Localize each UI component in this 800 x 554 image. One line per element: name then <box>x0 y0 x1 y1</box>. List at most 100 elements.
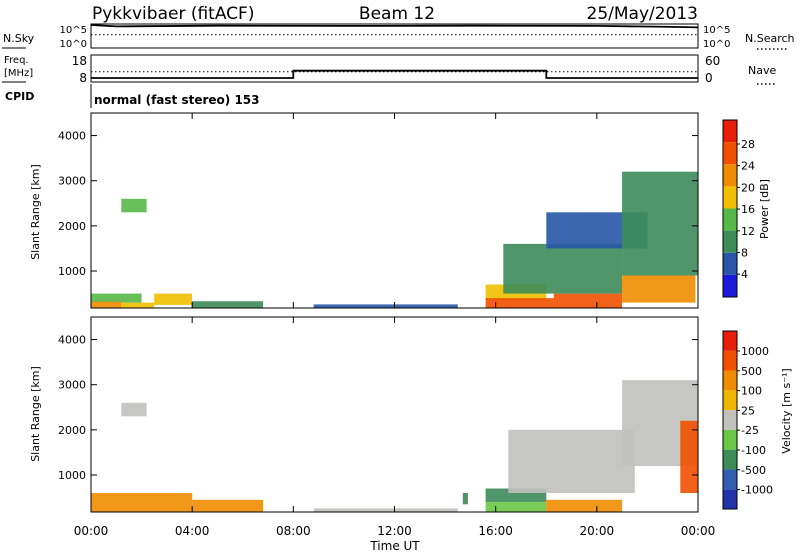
series-line-nsky <box>90 24 699 29</box>
y-tick-label: 4000 <box>58 130 86 143</box>
colorbar-segment <box>723 274 737 297</box>
heat-cell <box>553 293 623 308</box>
colorbar-segment <box>723 429 737 450</box>
colorbar-tick-label: 1000 <box>741 345 769 358</box>
beam-title: Beam 12 <box>359 4 435 24</box>
time-tick-label: 00:00 <box>74 524 109 538</box>
y-tick-label: 2000 <box>58 424 86 437</box>
nsky-panel-frame <box>90 23 699 49</box>
time-axis-label: Time UT <box>369 539 420 553</box>
colorbar-tick-label: 28 <box>741 138 755 151</box>
colorbar-segment <box>723 489 737 509</box>
colorbar-segment <box>723 230 737 253</box>
colorbar-tick-label: -500 <box>741 464 766 477</box>
heat-cell <box>192 499 263 512</box>
colorbar-tick-label: 500 <box>741 365 762 378</box>
time-tick-label: 00:00 <box>681 524 716 538</box>
colorbar-segment <box>723 350 737 371</box>
heat-cell <box>91 301 122 308</box>
cpid-label: CPID <box>5 90 34 103</box>
velocity-heatmap <box>91 380 698 512</box>
colorbar-tick-label: 100 <box>741 385 762 398</box>
colorbar-frame <box>722 119 738 298</box>
time-tick-label: 08:00 <box>276 524 311 538</box>
nave-right-tick: 60 <box>705 54 720 68</box>
heat-cell <box>121 302 155 308</box>
colorbar-tick-label: 24 <box>741 160 755 173</box>
colorbar-tick-label: 12 <box>741 225 755 238</box>
power-colorbar: 28 24 20 16 12 8 4 <box>722 119 755 298</box>
nsky-label: N.Sky <box>3 32 35 45</box>
nsearch-right-tick: 10^5 <box>703 25 730 36</box>
colorbar-segment <box>723 208 737 231</box>
colorbar-tick-label: 16 <box>741 203 755 216</box>
heat-cell <box>546 499 623 512</box>
colorbar-tick-label: 20 <box>741 181 755 194</box>
y-tick-label: 3000 <box>58 175 86 188</box>
colorbar-segment <box>723 469 737 490</box>
power-heatmap <box>91 171 698 308</box>
station-title: Pykkvibaer (fitACF) <box>92 4 254 24</box>
heat-cell <box>462 493 468 505</box>
nave-label: Nave <box>748 64 776 77</box>
y-tick-label: 1000 <box>58 265 86 278</box>
y-tick-label: 3000 <box>58 379 86 392</box>
colorbar-segment <box>723 120 737 143</box>
y-tick-label: 2000 <box>58 220 86 233</box>
freq-panel-frame <box>90 54 699 83</box>
time-tick-label: 04:00 <box>175 524 210 538</box>
time-tick-label: 20:00 <box>580 524 615 538</box>
heat-cell <box>485 502 547 512</box>
colorbar-tick-label: -100 <box>741 444 766 457</box>
y-tick-label: 4000 <box>58 334 86 347</box>
heat-cell <box>622 171 698 276</box>
colorbar-segment <box>723 186 737 209</box>
colorbar-segment <box>723 164 737 187</box>
heat-cell <box>192 301 263 308</box>
velocity-colorbar: 1000 500 100 25 -25 -100 -500 -1000 <box>722 330 773 510</box>
y-tick-label: 1000 <box>58 469 86 482</box>
colorbar-segment <box>723 142 737 165</box>
heat-cell <box>680 420 698 493</box>
nsearch-label: N.Search <box>745 32 795 45</box>
colorbar-segment <box>723 410 737 430</box>
nsky-left-tick: 10^5 <box>60 25 87 36</box>
colorbar-segment <box>723 390 737 411</box>
freq-plot <box>91 69 698 79</box>
time-tick-label: 16:00 <box>478 524 513 538</box>
heat-cell <box>121 198 147 213</box>
date-title: 25/May/2013 <box>587 4 699 24</box>
freq-label-line1: Freq. <box>4 55 29 66</box>
heat-cell <box>313 508 458 512</box>
nsearch-right-tick: 10^0 <box>703 39 730 50</box>
heat-cell <box>154 293 193 305</box>
colorbar-tick-label: -1000 <box>741 484 773 497</box>
heat-cell <box>91 293 142 303</box>
freq-left-tick: 18 <box>72 54 87 68</box>
heat-cell <box>91 493 193 512</box>
colorbar-tick-label: 4 <box>741 268 748 281</box>
nsky-plot <box>90 24 699 36</box>
heat-cell <box>508 429 635 493</box>
nsky-left-tick: 10^0 <box>60 39 87 50</box>
colorbar-tick-label: -25 <box>741 424 759 437</box>
heat-cell <box>121 402 147 417</box>
freq-left-tick: 8 <box>79 71 87 85</box>
colorbar-tick-label: 25 <box>741 404 755 417</box>
velocity-colorbar-label: Velocity [m s⁻¹] <box>780 368 793 453</box>
nave-right-tick: 0 <box>705 71 713 85</box>
time-axis-labels: 00:00 04:00 08:00 12:00 16:00 20:00 00:00 <box>74 524 716 538</box>
heat-cell <box>485 298 554 308</box>
heat-cell <box>622 275 696 303</box>
colorbar-segment <box>723 252 737 275</box>
colorbar-segment <box>723 449 737 470</box>
time-tick-label: 12:00 <box>377 524 412 538</box>
series-line-freq <box>91 69 698 79</box>
velocity-ylabel: Slant Range [km] <box>29 366 42 462</box>
colorbar-segment <box>723 331 737 351</box>
colorbar-frame <box>722 330 738 510</box>
freq-label-line2: [MHz] <box>4 68 33 79</box>
power-axis-ticks: 4000 3000 2000 1000 <box>58 113 699 308</box>
heat-cell <box>503 243 623 294</box>
